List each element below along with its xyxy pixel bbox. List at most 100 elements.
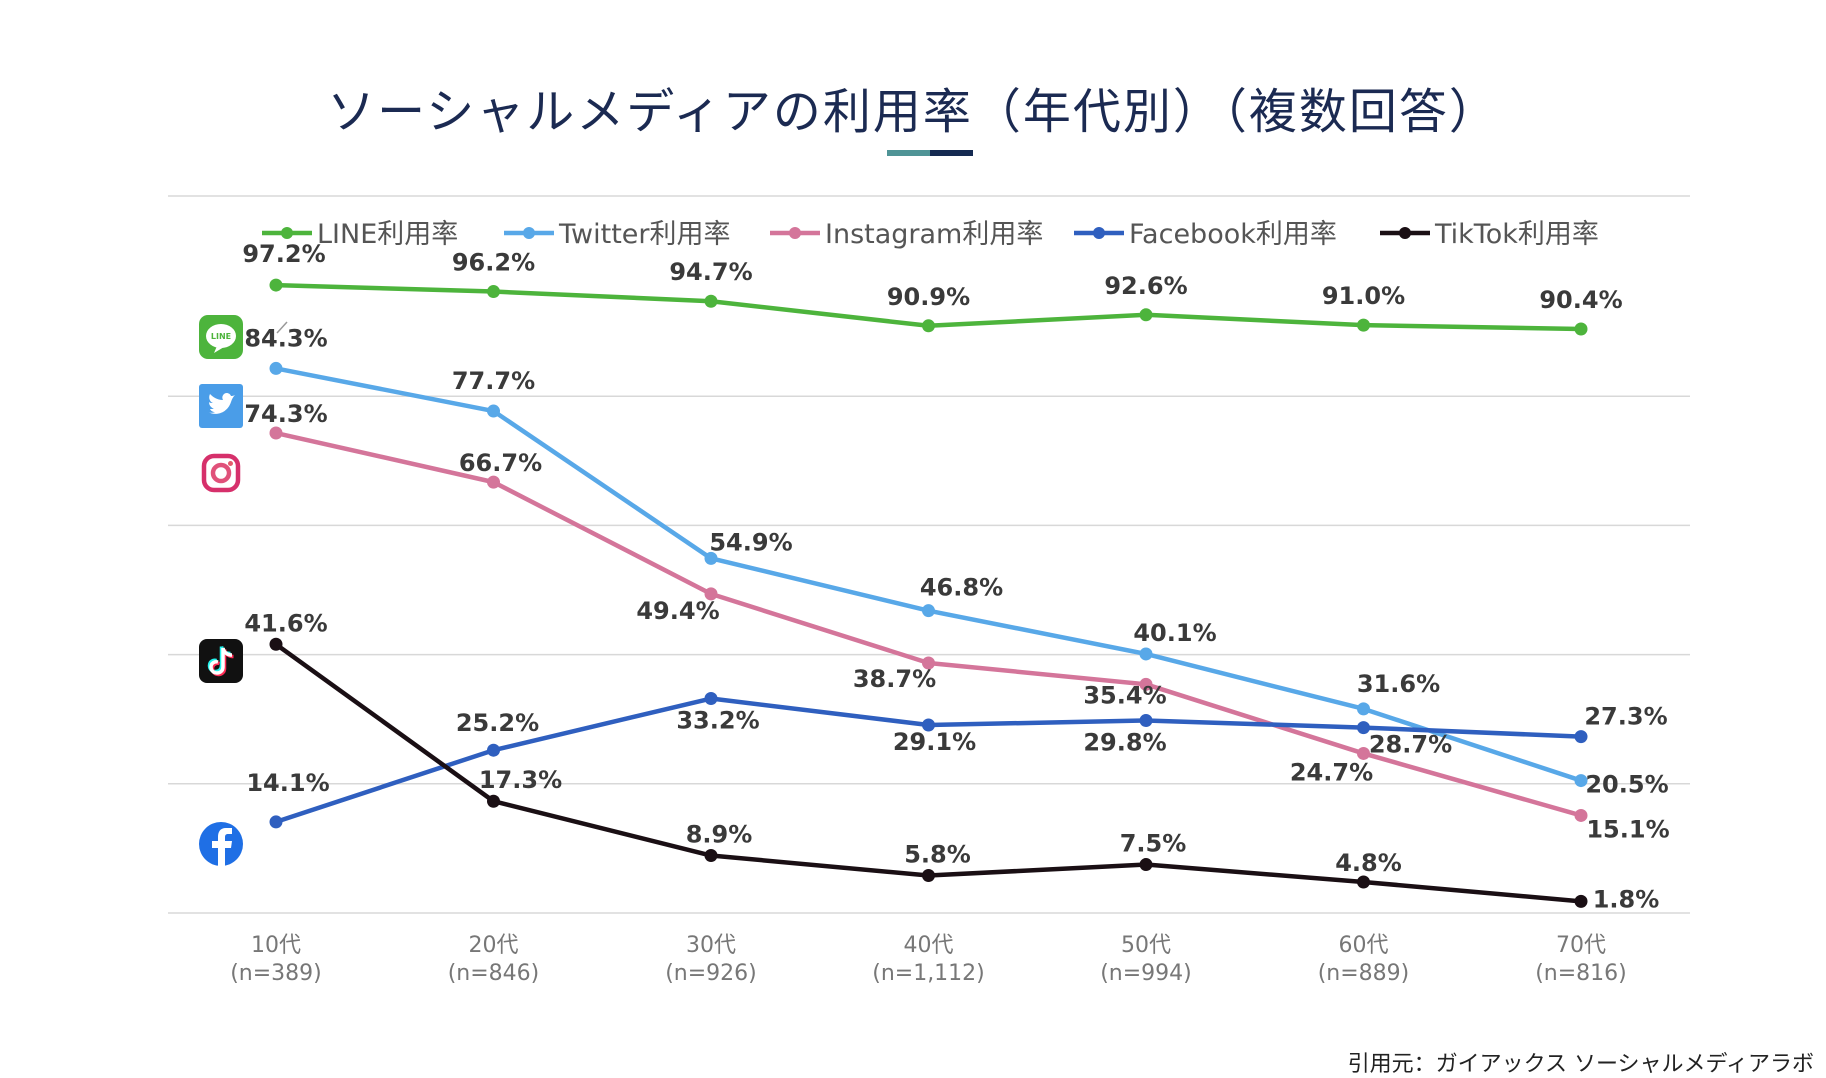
data-label-twitter-2: 54.9% xyxy=(709,528,792,556)
line-chart: LINE利用率 Twitter利用率 Instagram利用率 Facebook利用率… xyxy=(168,195,1690,986)
title-underline-navy xyxy=(930,150,973,156)
twitter-bird-icon xyxy=(199,384,243,428)
x-tick-sample-size: (n=994) xyxy=(1100,961,1192,986)
point-line-2 xyxy=(704,294,718,308)
data-label-tiktok-3: 5.8% xyxy=(904,841,971,869)
legend-item-twitter: Twitter利用率 xyxy=(504,219,731,250)
data-label-twitter-0: 84.3% xyxy=(244,324,327,352)
title-underline xyxy=(887,150,973,156)
data-label-facebook-6: 27.3% xyxy=(1584,703,1667,731)
x-tick-sample-size: (n=846) xyxy=(448,961,540,986)
data-label-tiktok-0: 41.6% xyxy=(244,609,327,637)
chart-title: ソーシャルメディアの利用率（年代別）（複数回答） xyxy=(327,84,1499,140)
legend-swatch-dot xyxy=(1093,227,1105,239)
tiktok-note-white xyxy=(209,647,233,675)
point-instagram-5 xyxy=(1357,746,1370,760)
point-tiktok-3 xyxy=(922,869,935,883)
point-tiktok-6 xyxy=(1574,894,1588,908)
x-tick-sample-size: (n=816) xyxy=(1535,961,1627,986)
instagram-camera-icon xyxy=(199,451,243,495)
legend-label: Twitter利用率 xyxy=(558,219,731,250)
point-line-3 xyxy=(922,319,935,333)
tiktok-note-icon xyxy=(199,639,243,683)
point-tiktok-5 xyxy=(1357,875,1370,889)
legend-swatch-dot xyxy=(1399,227,1411,239)
legend-item-tiktok: TikTok利用率 xyxy=(1380,219,1599,250)
point-facebook-6 xyxy=(1574,730,1588,744)
data-labels: 97.2% 96.2% 94.7% 90.9% 92.6% 91.0% 90.4% 84.3%… xyxy=(242,240,1669,913)
point-facebook-0 xyxy=(269,815,283,829)
legend: LINE利用率 Twitter利用率 Instagram利用率 Facebook利用率… xyxy=(262,219,1599,250)
legend-item-line: LINE利用率 xyxy=(262,219,458,250)
instagram-flash xyxy=(228,461,233,466)
point-tiktok-1 xyxy=(487,794,500,808)
point-tiktok-2 xyxy=(704,849,718,863)
data-label-twitter-1: 77.7% xyxy=(452,367,535,395)
platform-icons: LINE xyxy=(199,315,243,866)
data-label-line-4: 92.6% xyxy=(1104,272,1187,300)
data-label-line-1: 96.2% xyxy=(452,249,535,277)
legend-swatch-dot xyxy=(523,227,535,239)
point-tiktok-4 xyxy=(1139,858,1153,872)
point-twitter-4 xyxy=(1139,647,1153,661)
point-twitter-1 xyxy=(487,404,500,418)
data-label-line-6: 90.4% xyxy=(1539,286,1622,314)
x-tick-label: 40代 xyxy=(904,933,954,958)
data-label-tiktok-4: 7.5% xyxy=(1120,830,1187,858)
data-label-instagram-6: 15.1% xyxy=(1586,815,1669,843)
point-tiktok-0 xyxy=(269,637,283,651)
data-label-facebook-2: 33.2% xyxy=(676,707,759,735)
legend-label: TikTok利用率 xyxy=(1434,219,1599,250)
data-label-twitter-3: 46.8% xyxy=(920,574,1003,602)
x-tick-label: 10代 xyxy=(251,933,301,958)
data-label-instagram-2: 49.4% xyxy=(636,597,719,625)
data-label-tiktok-2: 8.9% xyxy=(686,821,753,849)
point-twitter-5 xyxy=(1357,702,1370,716)
legend-label: Facebook利用率 xyxy=(1129,219,1337,250)
x-tick-sample-size: (n=926) xyxy=(665,961,757,986)
data-label-facebook-1: 25.2% xyxy=(456,709,539,737)
twitter-bird xyxy=(208,392,235,414)
data-label-line-2: 94.7% xyxy=(669,258,752,286)
point-twitter-2 xyxy=(704,551,718,565)
data-label-twitter-4: 40.1% xyxy=(1133,619,1216,647)
legend-item-facebook: Facebook利用率 xyxy=(1074,219,1337,250)
data-label-instagram-1: 66.7% xyxy=(459,449,542,477)
point-twitter-3 xyxy=(922,604,935,618)
data-label-tiktok-1: 17.3% xyxy=(479,766,562,794)
data-label-facebook-0: 14.1% xyxy=(246,769,329,797)
point-line-1 xyxy=(487,285,500,299)
point-instagram-3 xyxy=(922,656,935,670)
x-tick-label: 50代 xyxy=(1121,933,1171,958)
series-points xyxy=(269,278,1588,908)
data-label-tiktok-5: 4.8% xyxy=(1335,849,1402,877)
x-axis: 10代 (n=389) 20代 (n=846) 30代 (n=926) 40代 (n=1,11… xyxy=(230,933,1627,986)
data-label-instagram-4: 35.4% xyxy=(1083,681,1166,709)
point-facebook-1 xyxy=(487,743,500,757)
point-line-0 xyxy=(269,278,283,292)
data-label-tiktok-6: 1.8% xyxy=(1593,885,1660,913)
data-label-instagram-0: 74.3% xyxy=(244,400,327,428)
point-twitter-6 xyxy=(1574,774,1588,788)
point-facebook-4 xyxy=(1139,713,1153,727)
x-tick-sample-size: (n=1,112) xyxy=(872,961,985,986)
data-label-facebook-3: 29.1% xyxy=(893,728,976,756)
legend-label: LINE利用率 xyxy=(317,219,458,250)
point-facebook-3 xyxy=(922,718,935,732)
data-label-twitter-6: 20.5% xyxy=(1585,771,1668,799)
line-icon-text: LINE xyxy=(211,332,231,341)
facebook-f-icon xyxy=(199,822,243,866)
point-line-4 xyxy=(1139,308,1153,322)
legend-swatch-dot xyxy=(281,227,293,239)
x-tick-sample-size: (n=889) xyxy=(1318,961,1410,986)
legend-item-instagram: Instagram利用率 xyxy=(770,219,1043,250)
x-tick-label: 60代 xyxy=(1339,933,1389,958)
point-facebook-5 xyxy=(1357,721,1370,735)
label-leader xyxy=(276,321,288,334)
x-tick-label: 30代 xyxy=(686,933,736,958)
instagram-frame xyxy=(201,453,241,493)
line-icon-tail xyxy=(214,346,224,353)
point-line-5 xyxy=(1357,318,1370,332)
data-label-facebook-5: 28.7% xyxy=(1369,731,1452,759)
facebook-f xyxy=(212,828,232,866)
